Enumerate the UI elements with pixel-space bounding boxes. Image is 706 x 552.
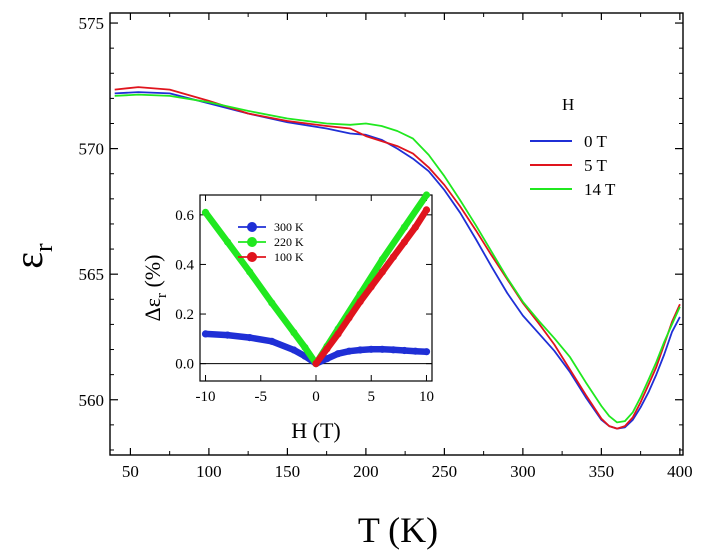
- inset-point-300-k: [422, 348, 431, 356]
- inset-x-tick-label: -5: [255, 389, 268, 405]
- inset-point-100-k: [367, 283, 375, 291]
- inset-point-300-k: [400, 346, 408, 355]
- inset-point-100-k: [356, 298, 364, 306]
- inset-x-tick-label: -10: [196, 389, 216, 405]
- inset-point-220-k: [224, 238, 232, 246]
- inset-point-300-k: [367, 345, 375, 353]
- main-y-tick-label: 560: [79, 391, 105, 410]
- inset-y-axis-label: Δεr (%): [140, 255, 170, 322]
- inset-point-300-k: [378, 345, 386, 353]
- inset-background: [196, 193, 434, 383]
- main-y-axis-subscript: r: [29, 243, 58, 252]
- main-legend-label-14-t: 14 T: [584, 180, 616, 199]
- main-y-tick-label: 565: [79, 265, 105, 284]
- inset-point-100-k: [411, 223, 419, 231]
- inset-point-100-k: [345, 314, 353, 322]
- inset-y-tick-label: 0.6: [175, 208, 194, 224]
- main-x-tick-label: 350: [589, 462, 615, 481]
- inset-point-300-k: [389, 346, 397, 354]
- main-x-tick-label: 50: [122, 462, 139, 481]
- inset-legend-label-220-k: 220 K: [274, 235, 304, 249]
- main-x-tick-label: 150: [275, 462, 301, 481]
- main-x-tick-label: 250: [432, 462, 458, 481]
- inset-point-100-k: [323, 345, 331, 353]
- inset-point-100-k: [422, 206, 431, 214]
- inset-legend-label-300-k: 300 K: [274, 220, 304, 234]
- inset-y-tick-label: 0.4: [175, 257, 194, 273]
- inset-y-axis-suffix: (%): [140, 255, 165, 293]
- main-y-tick-label: 575: [79, 14, 105, 33]
- inset-point-300-k: [268, 337, 276, 345]
- main-plot-frame: [109, 12, 684, 456]
- inset-x-axis-label: H (T): [291, 418, 340, 443]
- inset-point-300-k: [224, 331, 232, 339]
- main-legend-label-0-t: 0 T: [584, 132, 607, 151]
- main-x-tick-label: 300: [510, 462, 536, 481]
- inset-y-axis-prefix: Δε: [140, 298, 165, 321]
- inset-point-100-k: [400, 238, 408, 246]
- inset-legend-label-100-k: 100 K: [274, 250, 304, 264]
- main-x-axis-label: T (K): [358, 510, 438, 550]
- inset-point-100-k: [378, 268, 386, 276]
- inset-point-100-k: [389, 253, 397, 261]
- main-y-tick-label: 570: [79, 140, 105, 159]
- inset-legend-marker-300-k: [247, 222, 257, 232]
- inset-point-220-k: [400, 223, 408, 231]
- main-legend-label-5-t: 5 T: [584, 156, 607, 175]
- main-x-tick-label: 200: [353, 462, 379, 481]
- main-y-axis-symbol: ε: [6, 252, 51, 269]
- inset-point-300-k: [290, 346, 298, 354]
- inset-point-300-k: [356, 346, 364, 354]
- inset-point-300-k: [323, 355, 331, 363]
- inset-point-220-k: [301, 343, 309, 352]
- inset-point-220-k: [268, 299, 276, 307]
- main-y-axis-label: εr: [6, 243, 58, 269]
- inset-point-220-k: [201, 208, 210, 216]
- inset-point-300-k: [345, 347, 353, 355]
- main-series-line-0-t: [114, 91, 681, 430]
- inset-point-220-k: [422, 191, 431, 199]
- inset-legend-marker-100-k: [247, 252, 257, 262]
- main-x-tick-label: 400: [667, 462, 693, 481]
- main-series-line-5-t: [114, 86, 681, 430]
- inset-ticks: -10 -5 0 5 10 0.0 0.2 0.4 0.6: [175, 195, 434, 405]
- inset-point-220-k: [246, 268, 254, 276]
- inset-point-300-k: [201, 330, 210, 338]
- inset-x-tick-label: 10: [419, 389, 434, 405]
- inset-x-tick-label: 0: [312, 389, 320, 405]
- main-x-tick-label: 100: [196, 462, 222, 481]
- inset-series: [201, 191, 431, 368]
- inset-x-tick-label: 5: [367, 389, 375, 405]
- main-legend-title: H: [562, 95, 574, 114]
- inset-point-300-k: [246, 334, 254, 342]
- inset-point-100-k: [334, 330, 342, 338]
- inset-y-tick-label: 0.0: [175, 357, 194, 373]
- inset-point-100-k: [312, 360, 320, 368]
- inset-point-220-k: [290, 329, 298, 337]
- inset-y-tick-label: 0.2: [175, 307, 194, 323]
- main-series-line-14-t: [114, 93, 681, 424]
- inset-legend-marker-220-k: [247, 237, 257, 247]
- inset-y-axis-subscript: r: [154, 293, 170, 298]
- inset-point-300-k: [411, 347, 419, 355]
- inset-point-300-k: [334, 350, 342, 358]
- inset-point-220-k: [378, 255, 386, 264]
- inset-chart: -10 -5 0 5 10 0.0 0.2 0.4 0.6 Δεr (%) H (T) 300 …: [140, 191, 434, 443]
- main-legend: H 0 T 5 T 14 T: [530, 95, 616, 199]
- main-series: [114, 86, 681, 430]
